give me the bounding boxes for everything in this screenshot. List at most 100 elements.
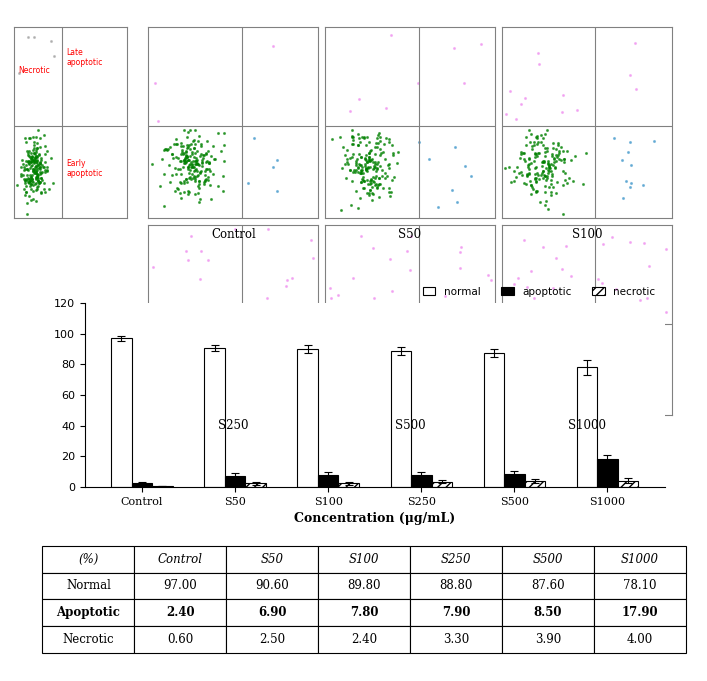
Point	[180, 153, 191, 163]
Point	[334, 332, 345, 343]
Point	[515, 356, 527, 367]
Point	[30, 167, 41, 178]
Point	[21, 208, 33, 219]
Point	[347, 131, 358, 142]
Bar	[298, 349, 318, 487]
Point	[180, 362, 192, 373]
Point	[529, 147, 540, 158]
Point	[28, 165, 39, 176]
Point	[346, 373, 357, 383]
Point	[337, 142, 349, 153]
Point	[189, 156, 201, 167]
Point	[28, 145, 39, 156]
Point	[16, 155, 27, 165]
Point	[25, 153, 36, 163]
Point	[34, 163, 45, 174]
Point	[23, 177, 35, 188]
Point	[325, 283, 336, 294]
Point	[391, 158, 402, 169]
Point	[368, 368, 380, 379]
Point	[539, 129, 551, 140]
Point	[551, 176, 563, 187]
Point	[537, 370, 548, 381]
Point	[184, 344, 195, 355]
Point	[636, 358, 647, 369]
Point	[201, 163, 212, 174]
Point	[544, 406, 556, 417]
Point	[442, 365, 453, 376]
Point	[530, 148, 541, 159]
Point	[39, 129, 50, 140]
Point	[38, 184, 49, 195]
Point	[332, 323, 344, 334]
Point	[158, 145, 170, 156]
Point	[267, 343, 278, 353]
Point	[188, 358, 199, 368]
Point	[179, 351, 190, 362]
Point	[356, 164, 368, 175]
Point	[356, 165, 367, 176]
Point	[198, 373, 209, 384]
Point	[547, 181, 559, 192]
Point	[368, 156, 379, 167]
Point	[510, 114, 522, 125]
Point	[527, 143, 538, 154]
Point	[32, 163, 43, 174]
Point	[556, 359, 568, 370]
Point	[366, 373, 377, 383]
Point	[192, 187, 204, 198]
Point	[610, 405, 621, 415]
Point	[523, 168, 534, 179]
Point	[180, 336, 191, 347]
Point	[380, 339, 391, 350]
Point	[203, 157, 214, 168]
Point	[187, 169, 198, 180]
Point	[204, 370, 215, 381]
Point	[349, 329, 360, 340]
Point	[568, 176, 579, 187]
Point	[560, 354, 571, 365]
Point	[617, 358, 629, 368]
Point	[606, 232, 617, 243]
Point	[520, 355, 532, 366]
Point	[358, 368, 370, 379]
Point	[146, 159, 158, 170]
Bar	[245, 483, 266, 487]
Point	[382, 159, 393, 170]
Point	[366, 353, 377, 364]
Point	[542, 168, 554, 178]
Point	[561, 146, 573, 157]
Point	[401, 304, 412, 315]
Point	[354, 322, 365, 333]
Point	[522, 353, 534, 364]
Point	[28, 155, 40, 165]
Point	[532, 393, 544, 404]
Point	[30, 172, 42, 183]
Point	[348, 148, 359, 159]
Point	[520, 179, 532, 190]
Point	[534, 353, 545, 364]
Point	[362, 362, 373, 373]
Point	[168, 153, 179, 163]
Point	[370, 364, 382, 375]
Point	[173, 342, 184, 353]
Point	[192, 322, 203, 333]
Point	[187, 136, 199, 147]
Point	[337, 377, 348, 387]
Point	[530, 176, 542, 187]
Point	[349, 375, 360, 386]
Point	[187, 385, 198, 396]
Point	[370, 162, 381, 173]
Point	[30, 144, 41, 155]
Point	[344, 153, 356, 164]
Point	[522, 161, 534, 172]
Point	[554, 366, 566, 377]
Point	[519, 336, 530, 347]
Point	[549, 157, 560, 168]
Point	[37, 166, 48, 177]
Point	[198, 150, 209, 161]
Point	[373, 127, 385, 138]
Text: S100: S100	[571, 228, 602, 241]
Point	[29, 155, 40, 165]
Point	[354, 381, 366, 392]
